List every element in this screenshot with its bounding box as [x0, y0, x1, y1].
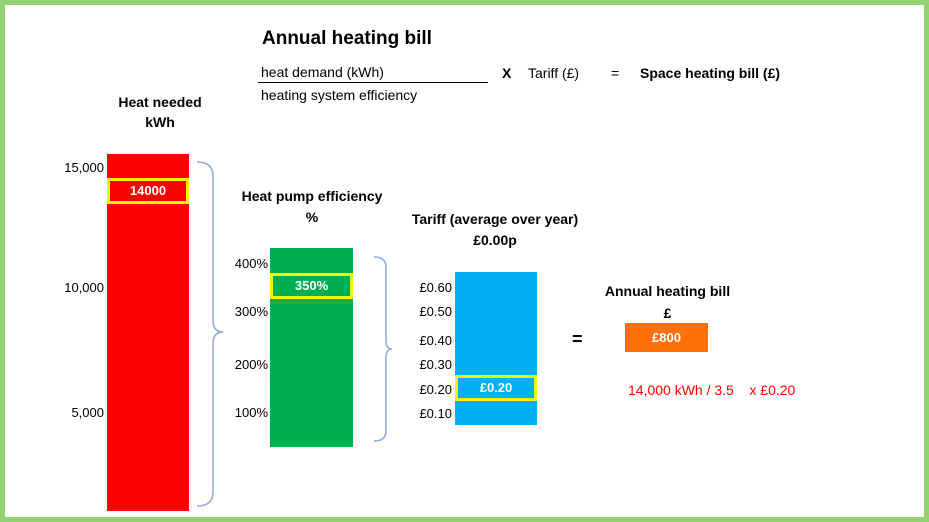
formula-numerator: heat demand (kWh): [261, 64, 384, 80]
tariff-tick: £0.40: [419, 333, 452, 348]
heat-needed-label-line1: Heat needed: [118, 94, 202, 110]
heat-pump-tick: 300%: [234, 304, 268, 319]
tariff-value-box: £0.20: [455, 375, 537, 401]
heat-pump-label: Heat pump efficiency %: [222, 186, 402, 228]
heat-needed-tick: 15,000: [64, 160, 104, 175]
heat-needed-tick: 10,000: [64, 280, 104, 295]
formula-equals-sign: =: [611, 65, 620, 81]
tariff-bar: [455, 272, 537, 425]
formula-result: Space heating bill (£): [640, 65, 781, 81]
formula-denominator: heating system efficiency: [261, 87, 418, 103]
heat-pump-tick: 200%: [234, 357, 268, 372]
tariff-tick: £0.20: [419, 382, 452, 397]
tariff-label-line2: £0.00p: [473, 232, 517, 248]
calculation-text: 14,000 kWh / 3.5 x £0.20: [628, 382, 796, 398]
annual-bill-label-line1: Annual heating bill: [604, 283, 731, 299]
heat-needed-value-box: 14000: [107, 178, 189, 204]
page-title: Annual heating bill: [262, 28, 432, 49]
heat-needed-bar: [107, 154, 189, 511]
formula-times-sign: X: [502, 65, 512, 81]
annual-bill-label: Annual heating bill £: [585, 280, 750, 324]
result-equals-sign: =: [572, 329, 583, 349]
tariff-tick: £0.50: [419, 304, 452, 319]
heat-pump-brace: [373, 256, 393, 442]
annual-bill-value-box: £800: [625, 323, 708, 352]
annual-bill-label-line2: £: [663, 305, 672, 321]
heat-pump-label-line1: Heat pump efficiency: [241, 188, 383, 204]
formula-fraction-line: [258, 82, 488, 83]
heat-pump-tick: 100%: [234, 405, 268, 420]
formula-tariff: Tariff (£): [528, 65, 580, 81]
heat-needed-label-line2: kWh: [145, 114, 175, 130]
heat-needed-tick: 5,000: [71, 405, 104, 420]
tariff-label-line1: Tariff (average over year): [411, 211, 579, 227]
heat-pump-value-box: 350%: [270, 273, 353, 299]
tariff-tick: £0.10: [419, 406, 452, 421]
tariff-tick: £0.30: [419, 357, 452, 372]
heat-needed-label: Heat needed kWh: [100, 92, 220, 132]
tariff-label: Tariff (average over year) £0.00p: [395, 209, 595, 251]
heat-needed-brace: [196, 161, 224, 507]
heat-pump-label-line2: %: [305, 209, 319, 225]
tariff-tick: £0.60: [419, 280, 452, 295]
heat-pump-tick: 400%: [234, 256, 268, 271]
